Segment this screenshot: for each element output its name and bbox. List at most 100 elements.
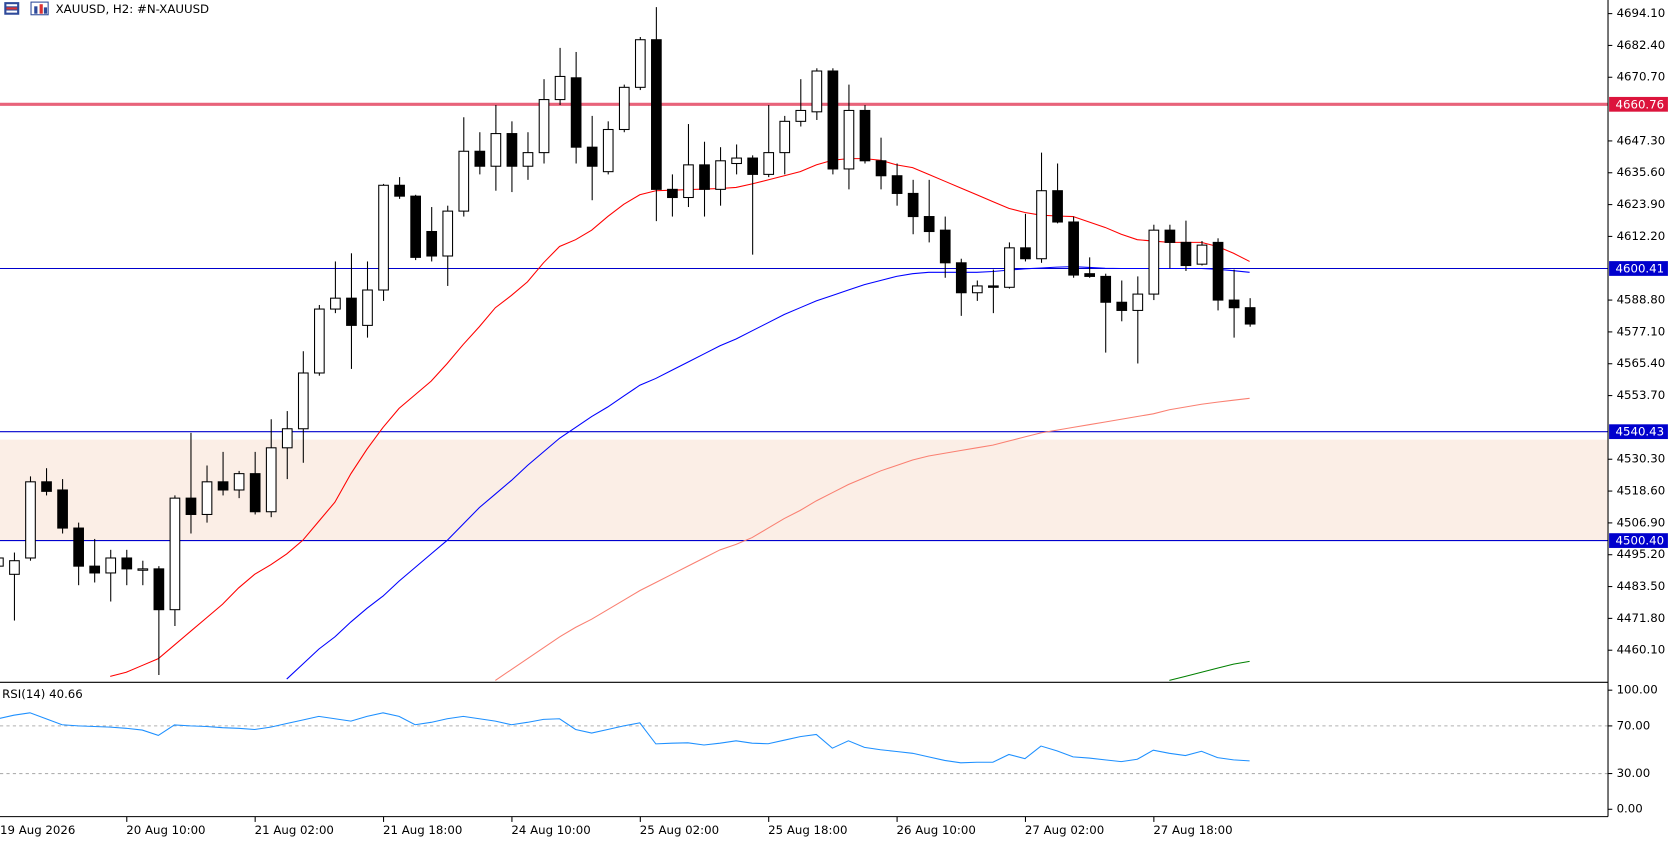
price-level-label: 4600.41 xyxy=(1616,262,1665,276)
candle-body xyxy=(843,109,855,170)
x-tick-label: 25 Aug 02:00 xyxy=(640,823,719,837)
candle-body xyxy=(233,473,245,491)
x-tick-label: 24 Aug 10:00 xyxy=(511,823,590,837)
candle-body xyxy=(362,289,373,326)
candle-body xyxy=(490,133,502,167)
candle-body xyxy=(795,109,807,122)
menu-icon-bar xyxy=(6,7,18,10)
y-tick-label: 4588.80 xyxy=(1617,293,1666,307)
x-tick-label: 26 Aug 10:00 xyxy=(897,823,976,837)
candle-body xyxy=(923,216,935,233)
candle-body xyxy=(506,133,518,167)
candle-body xyxy=(1116,301,1128,311)
candle-body xyxy=(89,565,101,574)
price-level-label: 4540.43 xyxy=(1616,425,1665,439)
y-tick-label: 4577.10 xyxy=(1617,324,1666,338)
candle-body xyxy=(314,308,325,374)
x-tick-label: 20 Aug 10:00 xyxy=(126,823,205,837)
y-tick-label: 100.00 xyxy=(1617,683,1658,697)
candle-body xyxy=(651,39,662,190)
candle-body xyxy=(554,75,566,101)
candle-body xyxy=(1132,293,1144,311)
y-tick-label: 4553.70 xyxy=(1617,388,1666,402)
candle-body xyxy=(153,568,165,611)
candle-body xyxy=(1100,275,1112,303)
candle-body xyxy=(1148,229,1160,295)
candle-body xyxy=(1228,299,1240,309)
candle-body xyxy=(297,372,309,430)
moving-average xyxy=(495,397,1250,681)
candle-body xyxy=(907,192,919,218)
candle-body xyxy=(217,481,229,491)
candle-body xyxy=(1004,247,1015,288)
candle-body xyxy=(955,262,967,294)
candle-body xyxy=(9,560,20,575)
symbol-icons xyxy=(4,1,49,16)
candle-body xyxy=(249,473,261,513)
candle-body xyxy=(25,481,36,559)
candle-body xyxy=(602,128,614,173)
candle-body xyxy=(634,39,646,88)
candle-body xyxy=(442,210,454,257)
candle-body xyxy=(1180,241,1192,267)
y-tick-label: 30.00 xyxy=(1617,766,1651,780)
candle-body xyxy=(281,428,293,449)
candle-body xyxy=(988,285,999,288)
y-tick-label: 4612.20 xyxy=(1617,229,1666,243)
candle-body xyxy=(185,497,197,515)
candle-body xyxy=(683,164,694,199)
x-tick-label: 21 Aug 02:00 xyxy=(255,823,334,837)
candle-body xyxy=(570,77,582,148)
candle-body xyxy=(378,184,389,291)
menu-icon-bar xyxy=(6,4,18,7)
candle-body xyxy=(971,285,983,294)
price-level-tag xyxy=(1609,424,1668,440)
candle-body xyxy=(1164,229,1176,243)
chart-title: XAUUSD, H2: #N-XAUUSD xyxy=(56,2,209,16)
candle-body xyxy=(731,157,742,165)
y-tick-label: 4518.60 xyxy=(1617,484,1666,498)
x-tick-label: 27 Aug 18:00 xyxy=(1153,823,1232,837)
candle-body xyxy=(121,557,133,570)
candle-body xyxy=(1212,241,1224,301)
y-tick-label: 4694.10 xyxy=(1617,6,1666,20)
candle-body xyxy=(779,120,791,154)
x-tick-label: 21 Aug 18:00 xyxy=(383,823,462,837)
y-tick-label: 4530.30 xyxy=(1617,452,1666,466)
candle-body xyxy=(346,297,357,326)
candle-body xyxy=(859,109,871,162)
candle-body xyxy=(939,229,951,264)
candle-body xyxy=(0,557,4,567)
y-tick-label: 4483.50 xyxy=(1617,579,1666,593)
y-tick-label: 4635.60 xyxy=(1617,165,1666,179)
price-plot xyxy=(0,7,1609,681)
candle-body xyxy=(715,160,726,190)
candle-body xyxy=(747,157,759,175)
candle-body xyxy=(618,86,630,131)
candle-body xyxy=(426,230,438,257)
price-level-label: 4660.76 xyxy=(1616,97,1665,111)
candle-body xyxy=(1052,190,1063,223)
y-tick-label: 4565.40 xyxy=(1617,356,1666,370)
candle-body xyxy=(763,152,775,175)
candle-body xyxy=(1244,307,1256,325)
x-tick-label: 27 Aug 02:00 xyxy=(1025,823,1104,837)
candle-body xyxy=(522,152,534,167)
y-tick-label: 4682.40 xyxy=(1617,38,1666,52)
candle-body xyxy=(137,568,149,571)
x-tick-label: 25 Aug 18:00 xyxy=(768,823,847,837)
candle-body xyxy=(57,489,68,529)
chart-icon-bar xyxy=(43,7,48,14)
candle-body xyxy=(1196,244,1208,265)
rsi-line xyxy=(0,712,1250,764)
candle-body xyxy=(827,70,839,170)
candle-body xyxy=(1068,221,1079,276)
candle-body xyxy=(891,175,903,194)
candle-body xyxy=(538,99,550,154)
candle-body xyxy=(201,481,213,515)
candle-body xyxy=(394,184,405,197)
rsi-plot xyxy=(0,712,1609,775)
candle-body xyxy=(105,557,117,574)
price-level-tag xyxy=(1609,533,1668,548)
